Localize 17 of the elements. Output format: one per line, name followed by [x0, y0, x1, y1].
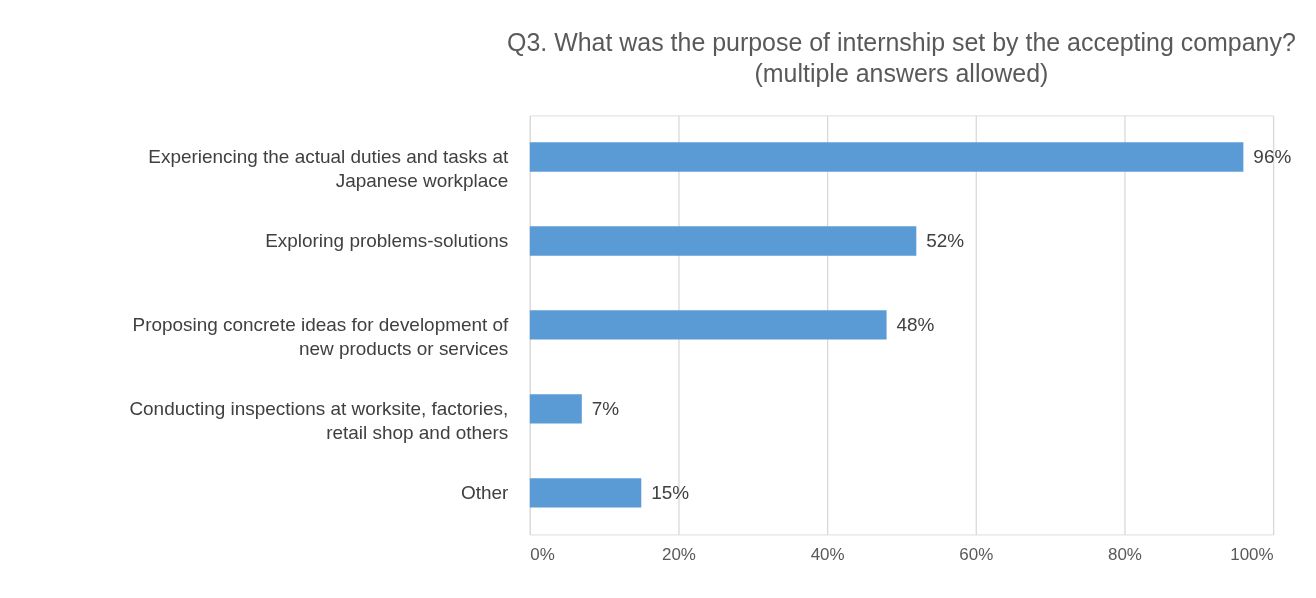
data-label: 7%: [591, 397, 620, 419]
y-tick-label: Proposing concrete ideas for development of new products or services: [132, 313, 510, 359]
data-label: 96%: [1253, 145, 1292, 167]
x-tick-label: 100%: [1230, 544, 1274, 564]
data-label: 48%: [896, 313, 935, 335]
y-tick-label: Exploring problems-solutions: [265, 229, 509, 251]
data-label: 52%: [926, 229, 965, 251]
chart-title: Q3. What was the purpose of internship set by the accepting company? (multiple answers allowed): [507, 27, 1296, 88]
y-tick-label: Other: [460, 481, 509, 503]
y-tick-label: Conducting inspections at worksite, factories, retail shop and others: [129, 397, 509, 443]
data-label: 15%: [651, 481, 690, 503]
x-tick-label: 60%: [959, 544, 994, 564]
x-tick-label: 20%: [661, 544, 696, 564]
y-tick-label: Experiencing the actual duties and tasks at Japanese workplace: [148, 145, 510, 191]
x-tick-label: 80%: [1107, 544, 1142, 564]
x-tick-label: 0%: [530, 544, 555, 564]
x-tick-label: 40%: [810, 544, 845, 564]
